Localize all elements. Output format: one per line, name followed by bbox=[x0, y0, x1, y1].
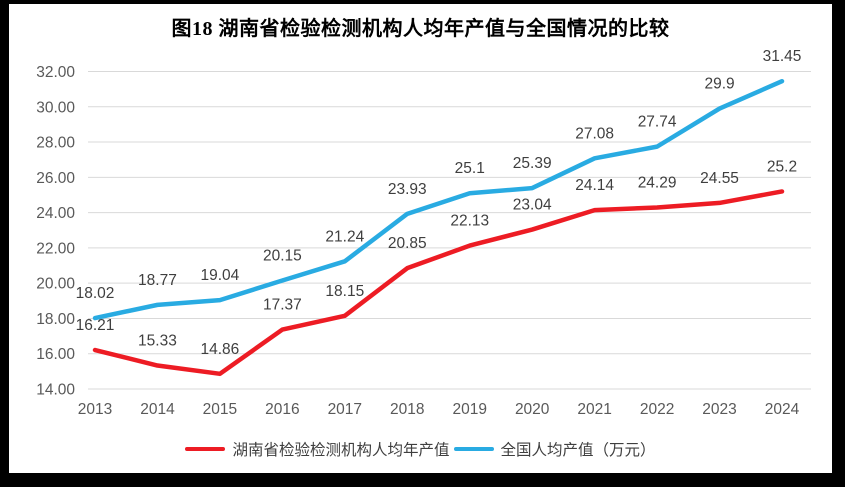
x-axis-tick-label: 2014 bbox=[140, 401, 175, 418]
chart-title: 图18 湖南省检验检测机构人均年产值与全国情况的比较 bbox=[171, 18, 670, 40]
national-data-label: 25.39 bbox=[513, 155, 552, 172]
x-axis-tick-label: 2015 bbox=[203, 401, 237, 418]
y-axis-tick-label: 24.00 bbox=[36, 205, 75, 222]
national-data-label: 18.02 bbox=[76, 285, 115, 302]
hunan-data-label: 22.13 bbox=[450, 213, 489, 230]
y-axis-tick-label: 18.00 bbox=[36, 311, 75, 328]
hunan-data-label: 20.85 bbox=[388, 235, 427, 252]
hunan-data-label: 17.37 bbox=[263, 297, 302, 314]
legend-item-national: 全国人均产值（万元） bbox=[453, 438, 656, 460]
x-axis-tick-label: 2019 bbox=[452, 401, 486, 418]
y-axis-tick-label: 26.00 bbox=[36, 170, 75, 187]
national-data-label: 27.08 bbox=[575, 125, 614, 142]
x-axis-tick-label: 2016 bbox=[265, 401, 299, 418]
national-data-label: 20.15 bbox=[263, 248, 302, 265]
chart-panel: 图18 湖南省检验检测机构人均年产值与全国情况的比较 14.00 16.00 18.… bbox=[9, 4, 832, 473]
y-axis-tick-label: 14.00 bbox=[36, 382, 75, 399]
x-axis-tick-label: 2020 bbox=[515, 401, 550, 418]
x-axis-tick-label: 2024 bbox=[765, 401, 800, 418]
y-axis-tick-label: 28.00 bbox=[36, 135, 75, 152]
x-axis-tick-label: 2022 bbox=[640, 401, 674, 418]
hunan-data-label: 15.33 bbox=[138, 333, 177, 350]
y-axis-tick-label: 30.00 bbox=[36, 99, 75, 116]
hunan-data-label: 23.04 bbox=[513, 197, 552, 214]
chart-legend: 湖南省检验检测机构人均年产值 全国人均产值（万元） bbox=[9, 437, 832, 461]
hunan-data-label: 24.14 bbox=[575, 177, 614, 194]
hunan-series-swatch-icon bbox=[185, 446, 226, 452]
x-axis-tick-label: 2013 bbox=[78, 401, 112, 418]
hunan-data-label: 24.55 bbox=[700, 170, 739, 187]
national-data-label: 23.93 bbox=[388, 181, 427, 198]
x-axis-tick-label: 2023 bbox=[702, 401, 736, 418]
hunan-data-label: 14.86 bbox=[201, 341, 240, 358]
national-series-swatch-icon bbox=[453, 446, 494, 452]
hunan-data-label: 18.15 bbox=[325, 283, 364, 300]
hunan-data-label: 25.2 bbox=[767, 158, 797, 175]
national-data-label: 27.74 bbox=[638, 114, 677, 131]
y-axis-tick-label: 22.00 bbox=[36, 240, 75, 257]
legend-item-hunan: 湖南省检验检测机构人均年产值 bbox=[185, 438, 450, 460]
national-data-label: 25.1 bbox=[455, 160, 485, 177]
y-axis-tick-label: 20.00 bbox=[36, 276, 75, 293]
hunan-series-line bbox=[92, 189, 785, 377]
legend-label-national: 全国人均产值（万元） bbox=[500, 442, 656, 459]
hunan-data-label: 16.21 bbox=[76, 317, 115, 334]
national-data-label: 29.9 bbox=[704, 76, 734, 93]
x-axis-tick-label: 2018 bbox=[390, 401, 424, 418]
national-data-label: 21.24 bbox=[325, 228, 364, 245]
national-data-label: 31.45 bbox=[763, 48, 802, 65]
national-series-line bbox=[92, 78, 785, 321]
y-axis-tick-label: 32.00 bbox=[36, 64, 75, 81]
national-data-label: 18.77 bbox=[138, 272, 177, 289]
x-axis-tick-label: 2021 bbox=[577, 401, 611, 418]
hunan-data-label: 24.29 bbox=[638, 174, 677, 191]
line-chart-plot-area: 14.00 16.00 18.00 20.00 22.00 24.00 26.00 28.00… bbox=[36, 48, 811, 418]
y-axis-tick-label: 16.00 bbox=[36, 346, 75, 363]
x-axis-tick-label: 2017 bbox=[328, 401, 362, 418]
national-data-label: 19.04 bbox=[201, 267, 240, 284]
legend-label-hunan: 湖南省检验检测机构人均年产值 bbox=[232, 442, 450, 459]
